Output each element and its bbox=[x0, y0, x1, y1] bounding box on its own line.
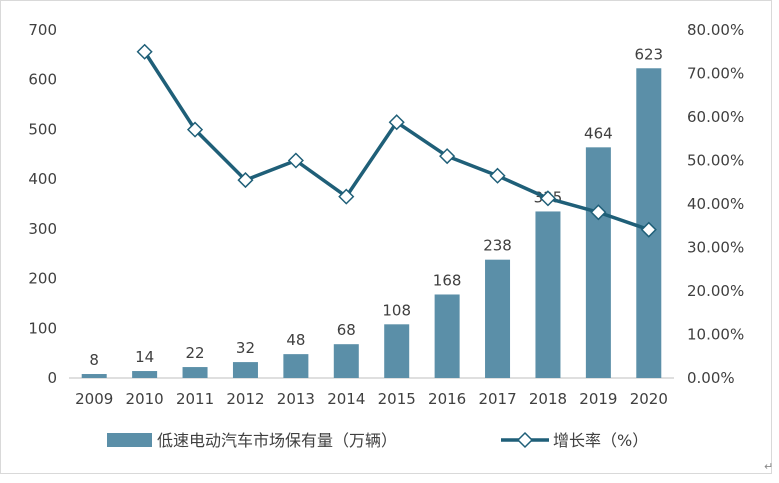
y-left-tick-label: 400 bbox=[28, 170, 57, 188]
y-left-tick-label: 500 bbox=[28, 120, 57, 138]
x-tick-label: 2013 bbox=[277, 390, 315, 408]
growth-rate-marker bbox=[287, 152, 304, 169]
bar bbox=[434, 294, 460, 378]
x-tick-label: 2019 bbox=[579, 390, 617, 408]
y-left-tick-label: 0 bbox=[47, 369, 57, 387]
x-tick-label: 2018 bbox=[529, 390, 567, 408]
bar-data-label: 22 bbox=[185, 344, 204, 362]
bar bbox=[232, 362, 258, 378]
bar-data-label: 14 bbox=[135, 348, 154, 366]
bar bbox=[585, 147, 611, 378]
growth-rate-marker bbox=[590, 204, 607, 221]
bar bbox=[81, 374, 107, 378]
bar-data-label: 68 bbox=[337, 321, 356, 339]
y-left-tick-label: 600 bbox=[28, 71, 57, 89]
x-tick-label: 2010 bbox=[126, 390, 164, 408]
legend-bar-swatch bbox=[107, 433, 152, 447]
growth-rate-line bbox=[143, 50, 650, 232]
y-left-tick-label: 100 bbox=[28, 319, 57, 337]
y-right-tick-label: 30.00% bbox=[687, 239, 744, 257]
growth-rate-marker bbox=[640, 221, 657, 238]
x-tick-label: 2014 bbox=[327, 390, 365, 408]
legend-line-label: 增长率（%） bbox=[553, 431, 648, 450]
x-tick-label: 2009 bbox=[75, 390, 113, 408]
y-right-tick-label: 10.00% bbox=[687, 326, 744, 344]
x-tick-label: 2016 bbox=[428, 390, 466, 408]
growth-rate-marker bbox=[338, 188, 355, 205]
chart-frame: 81422324868108168238335464623 0100200300… bbox=[0, 0, 772, 474]
y-left-tick-label: 300 bbox=[28, 220, 57, 238]
growth-rate-marker bbox=[388, 114, 405, 131]
combo-chart: 81422324868108168238335464623 0100200300… bbox=[28, 21, 744, 450]
bar-data-label: 623 bbox=[634, 45, 663, 63]
bar bbox=[132, 371, 158, 378]
bar-data-label: 32 bbox=[236, 339, 255, 357]
x-tick-label: 2011 bbox=[176, 390, 214, 408]
x-tick-label: 2020 bbox=[630, 390, 668, 408]
bar-data-label: 238 bbox=[483, 237, 512, 255]
y-right-tick-label: 70.00% bbox=[687, 65, 744, 83]
bar bbox=[485, 259, 511, 378]
y-right-tick-label: 50.00% bbox=[687, 152, 744, 170]
bar bbox=[384, 324, 410, 378]
y-left-tick-label: 200 bbox=[28, 270, 57, 288]
bar-data-label: 464 bbox=[584, 124, 613, 142]
x-tick-label: 2015 bbox=[378, 390, 416, 408]
bar bbox=[333, 344, 359, 378]
legend-bar-label: 低速电动汽车市场保有量（万辆） bbox=[157, 431, 397, 450]
legend-line-marker bbox=[516, 431, 534, 449]
y-right-tick-label: 20.00% bbox=[687, 282, 744, 300]
bar-data-label: 168 bbox=[433, 271, 462, 289]
y-right-tick-label: 0.00% bbox=[687, 369, 735, 387]
growth-rate-marker bbox=[136, 43, 153, 60]
growth-rate-marker bbox=[186, 121, 204, 138]
bar-data-label: 8 bbox=[89, 351, 99, 369]
x-tick-label: 2012 bbox=[226, 390, 264, 408]
bar-data-label: 48 bbox=[286, 331, 305, 349]
x-tick-label: 2017 bbox=[478, 390, 516, 408]
growth-rate-marker bbox=[539, 190, 557, 207]
growth-rate-marker bbox=[237, 172, 254, 189]
y-right-tick-label: 80.00% bbox=[687, 21, 744, 39]
bar-data-label: 108 bbox=[382, 301, 411, 319]
bar bbox=[283, 354, 309, 378]
growth-rate-marker bbox=[489, 167, 506, 184]
y-left-tick-label: 700 bbox=[28, 21, 57, 39]
bar bbox=[182, 367, 208, 378]
return-mark: ↵ bbox=[764, 460, 774, 473]
y-right-tick-label: 40.00% bbox=[687, 195, 744, 213]
bar bbox=[535, 211, 561, 378]
y-right-tick-label: 60.00% bbox=[687, 108, 744, 126]
growth-rate-marker bbox=[439, 148, 456, 165]
